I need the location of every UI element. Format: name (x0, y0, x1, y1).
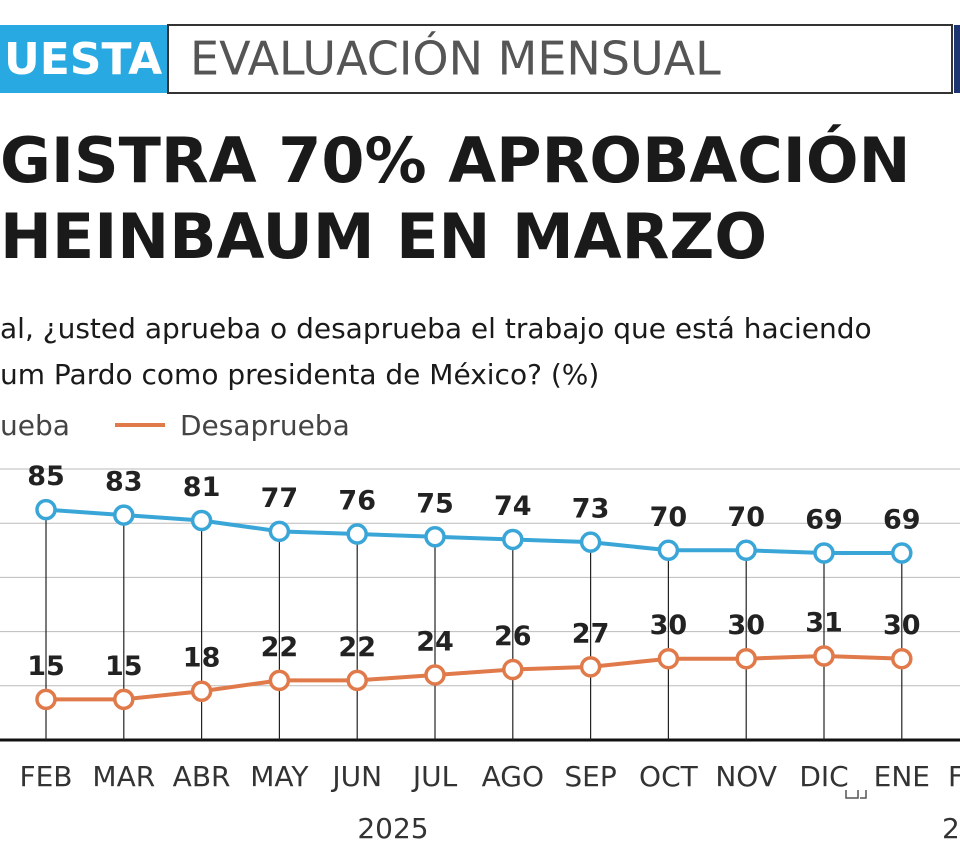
year-label: 2 (942, 812, 960, 845)
x-tick-label: DIC (799, 760, 848, 793)
x-tick-label: JUL (411, 760, 458, 793)
point (190, 680, 213, 702)
section-box (167, 24, 953, 94)
value-label: 27 (572, 618, 610, 649)
point (424, 664, 446, 686)
value-label: 70 (727, 502, 765, 533)
question: al, ¿usted aprueba o desaprueba el traba… (0, 312, 872, 345)
value-label: 30 (883, 610, 921, 641)
point (891, 647, 913, 670)
series-line (45, 507, 902, 556)
point (813, 645, 835, 667)
point (891, 542, 913, 564)
value-label: 76 (338, 486, 376, 517)
value-label: 73 (572, 494, 610, 525)
legend-label: ueba (0, 409, 70, 442)
value-label: 69 (805, 505, 843, 536)
x-tick-label: ABR (173, 760, 231, 793)
value-label: 83 (105, 467, 143, 498)
value-label: 15 (27, 651, 65, 682)
point (113, 688, 135, 711)
value-label: 69 (883, 505, 921, 536)
x-tick-label: OCT (639, 760, 699, 793)
title: HEINBAUM EN MARZO (0, 200, 767, 273)
section-edge (954, 25, 960, 93)
point (346, 669, 368, 692)
point (502, 658, 524, 681)
value-label: 26 (494, 621, 532, 652)
x-tick-label: FEB (19, 760, 72, 793)
x-tick-label: NOV (715, 760, 777, 793)
value-label: 22 (338, 632, 376, 663)
value-label: 22 (261, 632, 299, 663)
value-label: 77 (261, 483, 299, 514)
point (346, 523, 368, 545)
value-label: 75 (416, 488, 454, 519)
x-tick-label: MAR (92, 760, 155, 793)
tag-box (0, 25, 168, 93)
year-label: 2025 (357, 812, 428, 845)
tag: UESTA (4, 34, 162, 85)
x-tick-label: AGO (482, 760, 544, 793)
value-label: 18 (183, 643, 221, 674)
point (35, 688, 57, 711)
x-tick-label: SEP (564, 760, 616, 793)
value-label: 74 (494, 491, 532, 522)
series-line (46, 653, 902, 702)
value-label: 30 (650, 610, 688, 641)
point (35, 498, 57, 521)
value-label: 70 (650, 502, 688, 533)
point (502, 528, 524, 551)
x-tick-label: MAY (250, 760, 309, 793)
legend-label: Desaprueba (180, 409, 350, 442)
value-label: 81 (183, 472, 221, 503)
point (735, 647, 757, 670)
point (579, 531, 602, 553)
point (657, 539, 680, 562)
x-tick-label: JUN (330, 760, 382, 793)
point (113, 504, 135, 526)
year-separator (845, 790, 867, 799)
x-tick-label: F (948, 760, 960, 793)
value-label: 30 (727, 610, 765, 641)
value-label: 24 (416, 626, 454, 657)
title: GISTRA 70% APROBACIÓN (0, 124, 910, 197)
point (735, 539, 757, 562)
section: EVALUACIÓN MENSUAL (190, 32, 721, 86)
value-label: 15 (105, 651, 143, 682)
point (190, 509, 213, 532)
value-label: 85 (27, 461, 65, 492)
point (579, 656, 602, 678)
question: um Pardo como presidenta de México? (%) (0, 358, 599, 391)
point (813, 542, 835, 564)
point (268, 520, 291, 543)
point (657, 647, 680, 670)
value-label: 31 (805, 607, 843, 638)
x-tick-label: ENE (874, 760, 930, 793)
point (424, 526, 446, 548)
point (268, 669, 291, 692)
